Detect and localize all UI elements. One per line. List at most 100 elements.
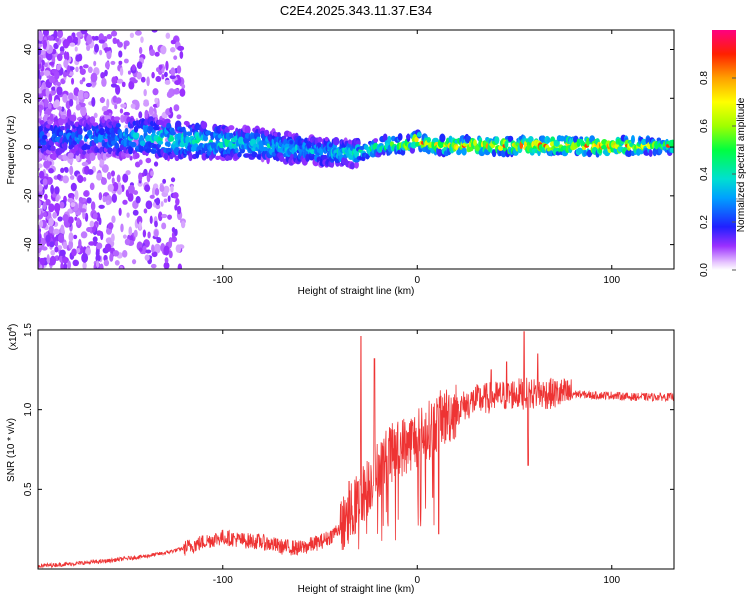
spectrogram-cell (149, 194, 155, 199)
spectrogram-cell (172, 88, 180, 95)
spectrogram-cell (158, 64, 163, 70)
snr-x-label: Height of straight line (km) (298, 584, 415, 595)
snr-multiplier-close: ) (8, 324, 19, 327)
spectrogram-cell (48, 203, 55, 213)
spectrogram-cell (77, 89, 85, 100)
spectrogram-cell (69, 42, 76, 47)
spectrogram-cell (132, 79, 138, 84)
spectrogram-cell (105, 200, 110, 206)
spectrogram-cell (491, 149, 497, 158)
spectrogram-cell (179, 88, 186, 97)
spectrogram-cell (497, 145, 504, 151)
spectrogram-cell (73, 234, 78, 240)
spectrogram-cell (118, 207, 122, 217)
spectrogram-cell (103, 47, 111, 52)
spectrogram-cell (54, 81, 62, 87)
colorbar-tick-label: 0.4 (699, 167, 710, 181)
spectrogram-cell (287, 131, 292, 138)
spectrogram-cell (154, 229, 159, 238)
spectrogram-cell (494, 136, 500, 144)
spectrogram-cell (152, 88, 159, 96)
spectrogram-cell (119, 265, 124, 269)
spectrogram-cell (164, 79, 171, 85)
spectrogram-cell (76, 31, 84, 38)
spectrogram-cell (500, 149, 507, 158)
spectrogram-cell (152, 186, 156, 197)
spectrogram-cell (149, 49, 156, 56)
spectrogram-cell (324, 136, 329, 142)
spectrogram-cell (277, 131, 281, 138)
spectrogram-cell (136, 61, 143, 69)
spectrogram-cell (94, 43, 99, 53)
spectrogram-cell (170, 177, 176, 183)
spectrogram-cell (45, 198, 51, 206)
spectrogram-cell (101, 77, 107, 88)
spectrogram-cell (148, 125, 154, 131)
spectrogram-cell (176, 65, 182, 74)
spectrogram-cell (75, 104, 81, 111)
spectrogram-cell (39, 170, 45, 179)
spectrogram-cell (96, 230, 103, 236)
spectrogram-cell (103, 110, 109, 116)
spectrogram-cell (161, 73, 165, 80)
spectrogram-cell (62, 213, 69, 222)
spectrogram-cell (143, 100, 150, 107)
spectrogram-cell (98, 217, 102, 226)
spectrogram-cell (53, 202, 61, 213)
spectrogram-cell (46, 132, 51, 138)
spectrogram-x-label: Height of straight line (km) (298, 286, 415, 297)
spectrogram-cell (53, 30, 58, 40)
spectrogram-cell (62, 154, 69, 162)
spectrogram-cell (110, 83, 118, 88)
spectrogram-cell (46, 254, 50, 264)
spectrogram-cell (56, 53, 63, 62)
spectrogram-cell (354, 149, 360, 159)
colorbar-tick-label: 0.0 (699, 263, 710, 277)
spectrogram-cell (111, 177, 115, 185)
spectrogram-cell (38, 236, 41, 245)
snr-x-tick-label: 0 (414, 575, 420, 586)
spectrogram-cell (237, 151, 242, 158)
spectrogram-cell (138, 159, 143, 165)
spectrogram-cell (48, 75, 56, 84)
spectrogram-cell (365, 153, 370, 160)
spectrogram-cell (81, 161, 89, 167)
spectrogram-cell (163, 71, 168, 78)
spectrogram-cell (68, 71, 74, 77)
spectrogram-cell (77, 133, 83, 141)
spectrogram-cell (60, 167, 65, 174)
spectrogram-cell (38, 78, 42, 88)
spectrogram-cell (45, 234, 51, 243)
spectrogram-cell (58, 131, 64, 136)
spectrogram-cell (84, 212, 89, 222)
spectrogram-cell (169, 74, 176, 80)
spectrogram-cell (48, 168, 54, 174)
spectrogram-cell (59, 46, 65, 53)
spectrogram-cell (201, 152, 207, 161)
spectrogram-cell (99, 49, 103, 56)
spectrogram-cell (145, 249, 152, 254)
spectrogram-cell (54, 246, 59, 253)
spectrogram-x-tick-label: 0 (414, 275, 420, 286)
spectrogram-cell (62, 141, 68, 151)
spectrogram-cell (38, 209, 42, 215)
spectrogram-cell (173, 55, 178, 60)
spectrogram-cell (120, 223, 124, 233)
spectrogram-cell (70, 202, 76, 208)
spectrogram-cell (80, 106, 87, 117)
spectrogram-cell (157, 140, 164, 145)
spectrogram-cell (46, 52, 53, 61)
spectrogram-cell (96, 172, 103, 181)
spectrogram-cell (79, 79, 84, 85)
colorbar-gradient (712, 30, 736, 270)
spectrogram-cell (111, 215, 116, 224)
spectrogram-cell (54, 186, 60, 195)
spectrogram-cell (115, 97, 122, 104)
spectrogram-cell (138, 247, 143, 252)
snr-x-tick-label: 100 (603, 575, 620, 586)
spectrogram-cell (62, 175, 69, 184)
spectrogram-cell (38, 110, 41, 117)
spectrogram-cell (138, 172, 143, 181)
spectrogram-cell (62, 256, 69, 264)
spectrogram-cell (507, 135, 514, 142)
